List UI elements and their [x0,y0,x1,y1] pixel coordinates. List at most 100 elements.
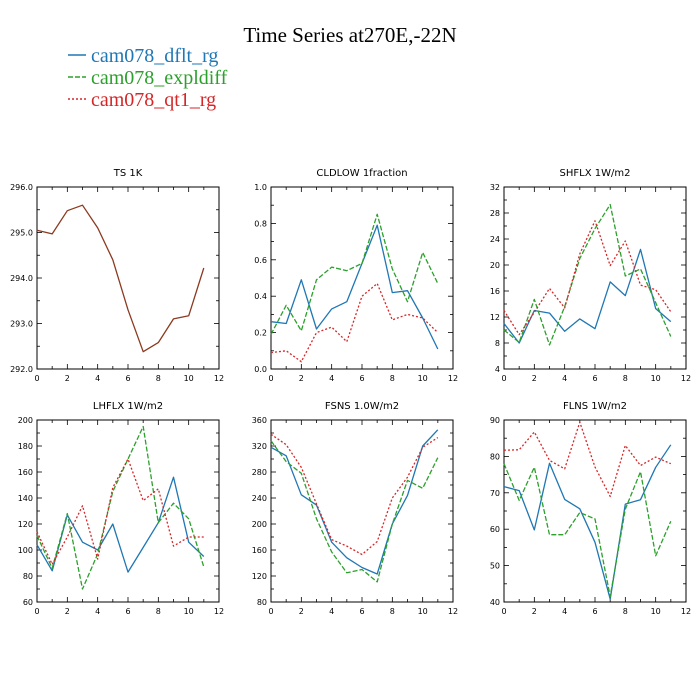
x-tick-label: 10 [651,607,661,616]
x-tick-label: 4 [95,374,100,383]
series-line-qt1 [270,282,439,363]
y-tick-label: 240 [252,494,267,503]
x-tick-label: 2 [299,374,304,383]
x-tick-label: 6 [592,607,597,616]
y-tick-label: 70 [490,489,500,498]
x-tick-label: 0 [268,607,273,616]
panel-6: FLNS 1W/m2 0 2 4 6 8 10 12 40 50 60 70 80 90 [490,401,691,616]
y-tick-label: 20 [490,261,500,270]
y-tick-label: 296.0 [10,183,33,192]
panel-1: TS 1K 0 2 4 6 8 10 12 292.0 293.0 294.0 295.0 296.0 [10,168,224,383]
x-tick-label: 0 [501,607,506,616]
y-tick-label: 180 [18,442,33,451]
y-tick-label: 280 [252,468,267,477]
series-line-expldiff [270,213,439,335]
x-tick-label: 6 [125,374,130,383]
x-tick-label: 12 [681,374,691,383]
y-tick-label: 28 [490,209,500,218]
series-line-expldiff [270,440,439,583]
series-line-dflt [503,248,672,344]
y-tick-label: 160 [252,546,267,555]
x-tick-label: 4 [329,607,334,616]
y-tick-label: 295.0 [10,229,33,238]
panel-title: SHFLX 1W/m2 [560,168,631,179]
series-line-dflt [270,429,439,575]
x-tick-label: 8 [390,607,395,616]
y-tick-label: 160 [18,468,33,477]
x-tick-label: 12 [448,374,458,383]
y-tick-label: 0.2 [254,329,267,338]
x-tick-label: 4 [95,607,100,616]
y-tick-label: 200 [18,416,33,425]
x-tick-label: 4 [329,374,334,383]
panel-title: TS 1K [113,168,143,179]
x-tick-label: 10 [184,374,194,383]
x-tick-label: 10 [418,374,428,383]
y-tick-label: 120 [18,520,33,529]
y-tick-label: 320 [252,442,267,451]
y-tick-label: 24 [490,235,500,244]
series-line-expldiff [36,425,205,590]
x-tick-label: 6 [359,607,364,616]
legend: cam078_dflt_rg cam078_expldiff cam078_qt… [68,45,228,111]
legend-label-expldiff: cam078_expldiff [91,67,228,89]
y-tick-label: 32 [490,183,500,192]
x-tick-label: 12 [214,374,224,383]
y-tick-label: 4 [495,365,500,374]
y-tick-label: 0.4 [254,292,267,301]
series-line-qt1 [36,458,204,565]
x-tick-label: 10 [184,607,194,616]
x-tick-label: 0 [34,607,39,616]
y-tick-label: 60 [23,598,33,607]
y-tick-label: 292.0 [10,365,33,374]
x-tick-label: 8 [156,607,161,616]
y-tick-label: 80 [490,452,500,461]
x-tick-label: 6 [125,607,130,616]
y-tick-label: 12 [490,313,500,322]
series-line-qt1 [503,421,672,498]
x-tick-label: 2 [532,607,537,616]
x-tick-label: 0 [34,374,39,383]
series-line-qt1 [36,204,205,353]
legend-label-dflt: cam078_dflt_rg [91,45,218,67]
series-line-expldiff [503,463,672,598]
panel-title: CLDLOW 1fraction [316,168,407,179]
y-tick-label: 0.0 [254,365,267,374]
y-tick-label: 80 [257,598,267,607]
y-tick-label: 120 [252,572,267,581]
y-tick-label: 16 [490,287,500,296]
y-tick-label: 50 [490,562,500,571]
x-tick-label: 2 [532,374,537,383]
x-tick-label: 2 [65,607,70,616]
x-tick-label: 10 [418,607,428,616]
panels: TS 1K0 2 4 6 8 10 12292.0293.0294.0295.0296.0C… [10,168,691,616]
x-tick-label: 10 [651,374,661,383]
panel-title: FLNS 1W/m2 [563,401,627,412]
y-tick-label: 294.0 [10,274,33,283]
y-tick-label: 100 [18,546,33,555]
panel-4: LHFLX 1W/m2 0 2 4 6 8 10 12 60 80 100 120 140 160 180 2… [18,401,224,616]
x-tick-label: 2 [65,374,70,383]
x-tick-label: 6 [359,374,364,383]
x-tick-label: 0 [268,374,273,383]
x-tick-label: 8 [623,607,628,616]
x-tick-label: 12 [681,607,691,616]
series-line-dflt [503,444,672,600]
legend-label-qt1: cam078_qt1_rg [91,89,216,111]
y-tick-label: 200 [252,520,267,529]
y-tick-label: 0.8 [254,219,267,228]
x-tick-label: 0 [501,374,506,383]
y-tick-label: 40 [490,598,500,607]
x-tick-label: 4 [562,374,567,383]
series-line-qt1 [270,433,439,556]
x-tick-label: 2 [299,607,304,616]
y-tick-label: 8 [495,339,500,348]
y-tick-label: 293.0 [10,320,33,329]
figure-title: Time Series at270E,-22N [243,23,456,47]
x-tick-label: 12 [214,607,224,616]
panel-title: FSNS 1.0W/m2 [325,401,399,412]
y-tick-label: 1.0 [254,183,267,192]
x-tick-label: 8 [156,374,161,383]
